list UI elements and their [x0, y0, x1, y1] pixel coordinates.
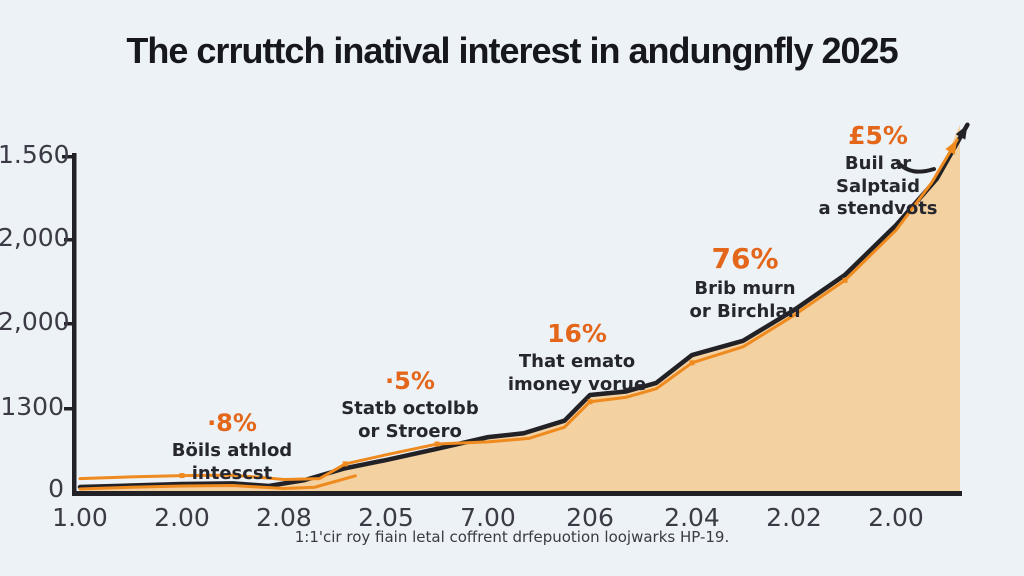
x-tick-label: 1.00 [52, 503, 108, 532]
orange-trend-line-marker [434, 441, 440, 447]
area-fill [80, 124, 960, 493]
y-tick-label: 1.560 [0, 140, 70, 169]
annotation-label: a stendvots [818, 198, 938, 220]
y-tick-mark [64, 322, 74, 326]
orange-trend-line-marker [587, 399, 593, 405]
annotation-label: or Birchlan [689, 300, 801, 322]
dark-trend-line-arrowhead [955, 124, 968, 140]
x-tick-label: 2.05 [358, 503, 414, 532]
y-tick-mark [64, 238, 74, 242]
annotation-percent: £5% [848, 121, 908, 150]
chart-axes [62, 153, 962, 496]
annotation-label: Buil ar Salptaid [836, 153, 920, 197]
chart-annotation: £5% Buil ar Salptaid a stendvots [805, 120, 951, 221]
annotation-label: Statb octolbb [341, 398, 479, 419]
annotation-percent: 76% [711, 242, 779, 275]
chart-title: The crruttch inatival interest in andung… [126, 30, 898, 71]
y-tick-label: 1300 [0, 392, 64, 421]
annotation-percent: ·8% [207, 409, 257, 437]
dark-trend-line [77, 122, 970, 490]
annotation-label: or Stroero [358, 420, 462, 442]
chart-annotation: 16% That emato imoney vorue [508, 318, 646, 396]
y-tick-mark [64, 407, 74, 411]
orange-trend-line [78, 138, 959, 481]
annotation-label: Brib murn [694, 278, 796, 299]
annotation-percent: 16% [547, 319, 607, 348]
chart-annotation: ·8% Böils athlod intescst [172, 408, 292, 485]
chart-caption: 1:1'cir roy fiain letal coffrent drfepuo… [294, 528, 730, 546]
x-tick-label: 206 [566, 503, 614, 532]
annotation-percent: ·5% [385, 367, 435, 395]
annotation-label: Böils athlod [171, 440, 293, 461]
annotation-label: That emato [518, 351, 636, 373]
orange-lower-strand [78, 474, 357, 491]
chart-annotation: 76% Brib murn or Birchlan [690, 241, 801, 323]
x-tick-label: 2.00 [154, 503, 210, 532]
y-tick-label: 2,000 [0, 307, 70, 336]
orange-trend-line-marker [179, 473, 185, 479]
orange-trend-line-marker [842, 277, 848, 283]
x-tick-label: 7.00 [460, 503, 516, 532]
x-tick-label: 2.02 [766, 503, 822, 532]
y-tick-label: 2,000 [0, 223, 70, 252]
orange-trend-line-marker [342, 461, 348, 467]
annotation-label: imoney vorue [507, 373, 647, 395]
y-axis-labels: 1.560 2,000 2,000 1300 0 [0, 0, 70, 576]
chart-annotation: ·5% Statb octolbb or Stroero [341, 366, 478, 443]
x-tick-label: 2.04 [664, 503, 720, 532]
annotation-leader-line [896, 161, 936, 174]
annotation-label: intescst [191, 462, 273, 484]
y-tick-label: 0 [48, 474, 64, 503]
x-tick-label: 2.08 [256, 503, 312, 532]
y-tick-mark [62, 155, 74, 159]
orange-trend-line-arrowhead [945, 139, 958, 155]
x-tick-label: 2.00 [868, 503, 924, 532]
orange-trend-line-marker [689, 360, 695, 366]
